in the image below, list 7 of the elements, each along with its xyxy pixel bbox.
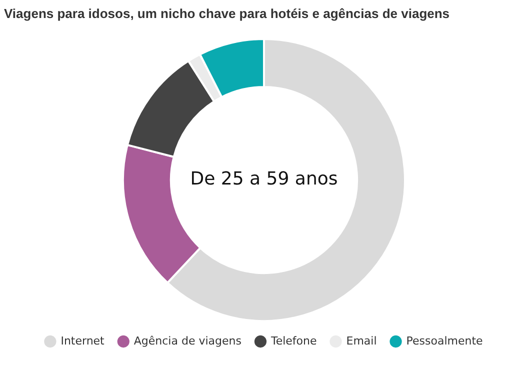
chart-title: Viagens para idosos, um nicho chave para hotéis e agências de viagens xyxy=(3,5,451,23)
legend-label: Telefone xyxy=(270,334,317,348)
legend-label: Internet xyxy=(60,334,106,348)
legend-label: Pessoalmente xyxy=(406,334,484,348)
legend-label: Email xyxy=(346,334,377,348)
text: De 25 a 59 anos xyxy=(190,168,338,190)
legend-label: Agência de viagens xyxy=(134,334,242,348)
